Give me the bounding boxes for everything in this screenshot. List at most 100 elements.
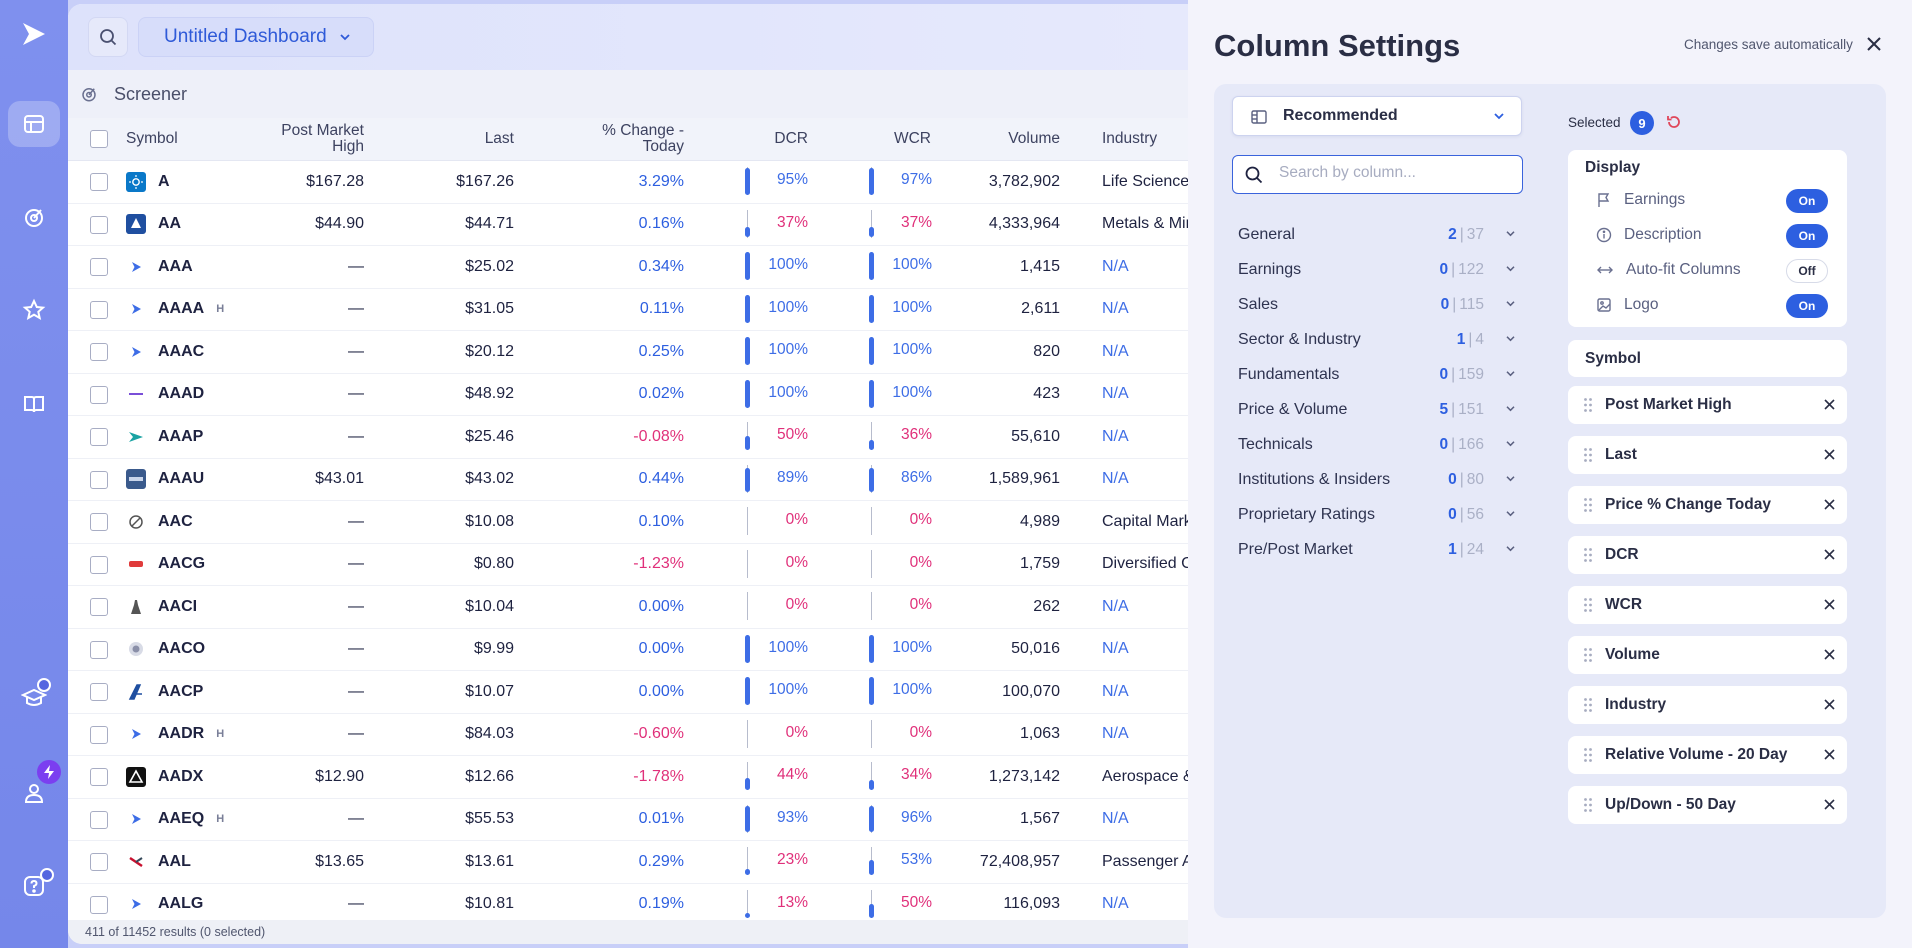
category-sales[interactable]: Sales 0 | 115 [1238,287,1522,322]
table-row[interactable]: AAL $13.65 $13.61 0.29% 23% 53% 72,408,9… [68,841,1188,884]
symbol-cell[interactable]: AAL [158,852,191,870]
remove-column-icon[interactable] [1824,699,1835,710]
symbol-cell[interactable]: AAAD [158,385,205,403]
preset-dropdown[interactable]: Recommended [1232,96,1522,136]
table-row[interactable]: AALG — $10.81 0.19% 13% 50% 116,093 N/A [68,883,1188,926]
row-checkbox[interactable] [90,640,108,659]
drag-handle-icon[interactable] [1583,497,1593,513]
table-row[interactable]: AACI — $10.04 0.00% 0% 0% 262 N/A [68,586,1188,629]
selected-column-item[interactable]: Relative Volume - 20 Day [1568,736,1847,774]
drag-handle-icon[interactable] [1583,547,1593,563]
symbol-cell[interactable]: AACP [158,682,204,700]
row-checkbox[interactable] [90,683,108,701]
header-volume[interactable]: Volume [1008,130,1060,147]
toggle-switch[interactable]: On [1786,294,1828,318]
dashboard-title-dropdown[interactable]: Untitled Dashboard [138,17,374,57]
symbol-cell[interactable]: AADR H [158,725,225,743]
drag-handle-icon[interactable] [1583,797,1593,813]
symbol-cell[interactable]: AACI [158,597,198,615]
selected-column-item[interactable]: DCR [1568,536,1847,574]
symbol-cell[interactable]: AAAA H [158,300,225,318]
symbol-cell[interactable]: AADX [158,767,204,785]
category-general[interactable]: General 2 | 37 [1238,217,1522,252]
screener-icon[interactable] [8,194,60,240]
drag-handle-icon[interactable] [1583,647,1593,663]
remove-column-icon[interactable] [1824,449,1835,460]
row-checkbox[interactable] [90,300,108,319]
table-row[interactable]: AAAC — $20.12 0.25% 100% 100% 820 N/A [68,331,1188,374]
header-industry[interactable]: Industry [1102,130,1158,147]
remove-column-icon[interactable] [1824,649,1835,660]
symbol-cell[interactable]: AACO [158,640,206,658]
table-row[interactable]: AADR H — $84.03 -0.60% 0% 0% 1,063 N/A [68,713,1188,756]
row-checkbox[interactable] [90,895,108,914]
category-pre-post-market[interactable]: Pre/Post Market 1 | 24 [1238,532,1522,567]
logo-icon[interactable] [20,20,48,48]
table-row[interactable]: AAA — $25.02 0.34% 100% 100% 1,415 N/A [68,246,1188,289]
header-pct-change-today[interactable]: % Change - Today [602,122,684,155]
remove-column-icon[interactable] [1824,599,1835,610]
symbol-cell[interactable]: AALG [158,895,204,913]
help-icon[interactable] [8,863,60,909]
table-row[interactable]: AAAU $43.01 $43.02 0.44% 89% 86% 1,589,9… [68,458,1188,501]
row-checkbox[interactable] [90,725,108,744]
selected-column-item[interactable]: Post Market High [1568,386,1847,424]
drag-handle-icon[interactable] [1583,697,1593,713]
row-checkbox[interactable] [90,173,108,191]
select-all-checkbox[interactable] [90,130,108,148]
symbol-cell[interactable]: AAEQ H [158,810,225,828]
account-user-icon[interactable] [8,770,60,816]
table-row[interactable]: AACP — $10.07 0.00% 100% 100% 100,070 N/… [68,671,1188,714]
symbol-cell[interactable]: AA [158,215,182,233]
symbol-cell[interactable]: AACG [158,555,206,573]
watchlist-star-icon[interactable] [8,287,60,333]
selected-column-item[interactable]: Industry [1568,686,1847,724]
table-row[interactable]: AAC — $10.08 0.10% 0% 0% 4,989 Capital M… [68,501,1188,544]
symbol-cell[interactable]: AAAU [158,470,205,488]
selected-column-item[interactable]: Volume [1568,636,1847,674]
selected-column-item[interactable]: Last [1568,436,1847,474]
row-checkbox[interactable] [90,258,108,276]
column-search-input[interactable] [1279,164,1509,182]
category-earnings[interactable]: Earnings 0 | 122 [1238,252,1522,287]
symbol-cell[interactable]: A [158,172,170,190]
table-row[interactable]: AAEQ H — $55.53 0.01% 93% 96% 1,567 N/A [68,798,1188,841]
selected-column-item[interactable]: WCR [1568,586,1847,624]
row-checkbox[interactable] [90,428,108,446]
drag-handle-icon[interactable] [1583,747,1593,763]
remove-column-icon[interactable] [1824,799,1835,810]
header-wcr[interactable]: WCR [893,130,931,147]
book-icon[interactable] [8,381,60,427]
row-checkbox[interactable] [90,343,108,361]
toggle-switch[interactable]: On [1786,189,1828,213]
table-row[interactable]: AA $44.90 $44.71 0.16% 37% 37% 4,333,964… [68,203,1188,246]
table-row[interactable]: AAAP — $25.46 -0.08% 50% 36% 55,610 N/A [68,416,1188,459]
table-row[interactable]: AACO — $9.99 0.00% 100% 100% 50,016 N/A [68,628,1188,671]
symbol-cell[interactable]: AAAP [158,427,204,445]
row-checkbox[interactable] [90,598,108,616]
table-row[interactable]: AADX $12.90 $12.66 -1.78% 44% 34% 1,273,… [68,756,1188,799]
academy-cap-icon[interactable] [8,675,60,721]
row-checkbox[interactable] [90,768,108,786]
row-checkbox[interactable] [90,810,108,829]
row-checkbox[interactable] [90,513,108,531]
toggle-switch[interactable]: On [1786,224,1828,248]
remove-column-icon[interactable] [1824,549,1835,560]
row-checkbox[interactable] [90,470,108,489]
category-fundamentals[interactable]: Fundamentals 0 | 159 [1238,357,1522,392]
toggle-switch[interactable]: Off [1786,259,1828,283]
row-checkbox[interactable] [90,853,108,871]
table-row[interactable]: AACG — $0.80 -1.23% 0% 0% 1,759 Diversif… [68,543,1188,586]
category-sector-industry[interactable]: Sector & Industry 1 | 4 [1238,322,1522,357]
header-symbol[interactable]: Symbol [126,130,178,147]
header-post-market-high[interactable]: Post Market High [281,122,364,155]
table-row[interactable]: A $167.28 $167.26 3.29% 95% 97% 3,782,90… [68,161,1188,204]
remove-column-icon[interactable] [1824,499,1835,510]
close-icon[interactable] [1866,36,1882,52]
row-checkbox[interactable] [90,385,108,404]
category-institutions-insiders[interactable]: Institutions & Insiders 0 | 80 [1238,462,1522,497]
selected-column-item[interactable]: Price % Change Today [1568,486,1847,524]
search-button[interactable] [88,17,128,57]
selected-column-item[interactable]: Up/Down - 50 Day [1568,786,1847,824]
drag-handle-icon[interactable] [1583,447,1593,463]
